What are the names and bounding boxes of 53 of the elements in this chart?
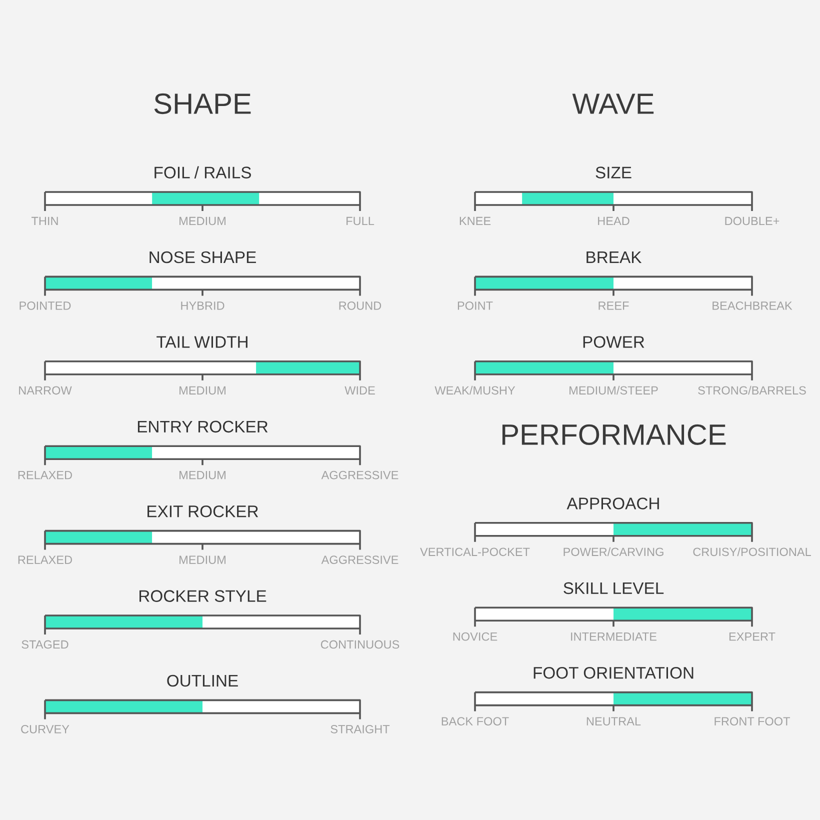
annotation: RELAXED: [18, 556, 72, 564]
y-tick-label: FOIL / RAILS: [154, 166, 251, 178]
y-tick-label: FOOT ORIENTATION: [534, 666, 694, 679]
annotation: NARROW: [19, 386, 72, 395]
chart-title: WAVE: [572, 94, 654, 114]
annotation: MEDIUM: [180, 386, 226, 395]
annotation: HEAD: [598, 216, 630, 226]
y-tick-label: BREAK: [586, 252, 642, 264]
annotation: CURVEY: [21, 725, 70, 734]
y-tick-label: SKILL LEVEL: [564, 582, 664, 594]
annotation: MEDIUM: [180, 216, 226, 226]
annotation: FRONT FOOT: [714, 717, 790, 726]
annotation: MEDIUM: [180, 471, 226, 480]
y-tick-label: ENTRY ROCKER: [138, 420, 268, 433]
y-tick-label: ROCKER STYLE: [140, 590, 266, 602]
annotation: AGGRESSIVE: [321, 470, 398, 480]
annotation: ROUND: [339, 302, 382, 310]
annotation: WEAK/MUSHY: [434, 386, 516, 395]
annotation: DOUBLE+: [725, 216, 780, 226]
annotation: MEDIUM: [180, 556, 226, 564]
annotation: WIDE: [344, 386, 375, 394]
annotation: BEACHBREAK: [712, 302, 792, 310]
y-tick-label: TAIL WIDTH: [156, 336, 248, 348]
annotation: AGGRESSIVE: [321, 556, 398, 564]
annotation: FULL: [346, 216, 374, 226]
annotation: KNEE: [460, 216, 491, 226]
annotation: REEF: [598, 302, 629, 310]
y-tick-label: NOSE SHAPE: [150, 251, 256, 264]
annotation: POINT: [458, 302, 493, 310]
annotation: NEUTRAL: [586, 717, 641, 726]
annotation: HYBRID: [181, 302, 224, 310]
annotation: VERTICAL-POCKET: [420, 548, 530, 556]
annotation: RELAXED: [18, 471, 72, 480]
chart-title: PERFORMANCE: [502, 424, 726, 445]
annotation: MEDIUM/STEEP: [570, 386, 658, 395]
y-tick-label: POWER: [583, 336, 644, 348]
annotation: POINTED: [20, 302, 71, 310]
annotation: INTERMEDIATE: [571, 632, 657, 641]
y-tick-label: APPROACH: [566, 498, 659, 510]
annotation: CONTINUOUS: [320, 640, 400, 649]
y-tick-label: EXIT ROCKER: [148, 505, 258, 518]
annotation: STAGED: [22, 640, 68, 649]
y-tick-label: SIZE: [596, 166, 632, 178]
annotation: EXPERT: [729, 632, 776, 641]
y-tick-label: OUTLINE: [167, 674, 238, 687]
annotation: STRONG/BARRELS: [698, 386, 806, 395]
annotation: CRUISY/POSITIONAL: [693, 547, 811, 556]
annotation: NOVICE: [453, 632, 498, 641]
annotation: THIN: [31, 216, 58, 226]
annotation: STRAIGHT: [330, 725, 390, 734]
chart-title: SHAPE: [154, 93, 251, 114]
annotation: BACK FOOT: [442, 717, 509, 726]
annotation: POWER/CARVING: [564, 547, 664, 556]
